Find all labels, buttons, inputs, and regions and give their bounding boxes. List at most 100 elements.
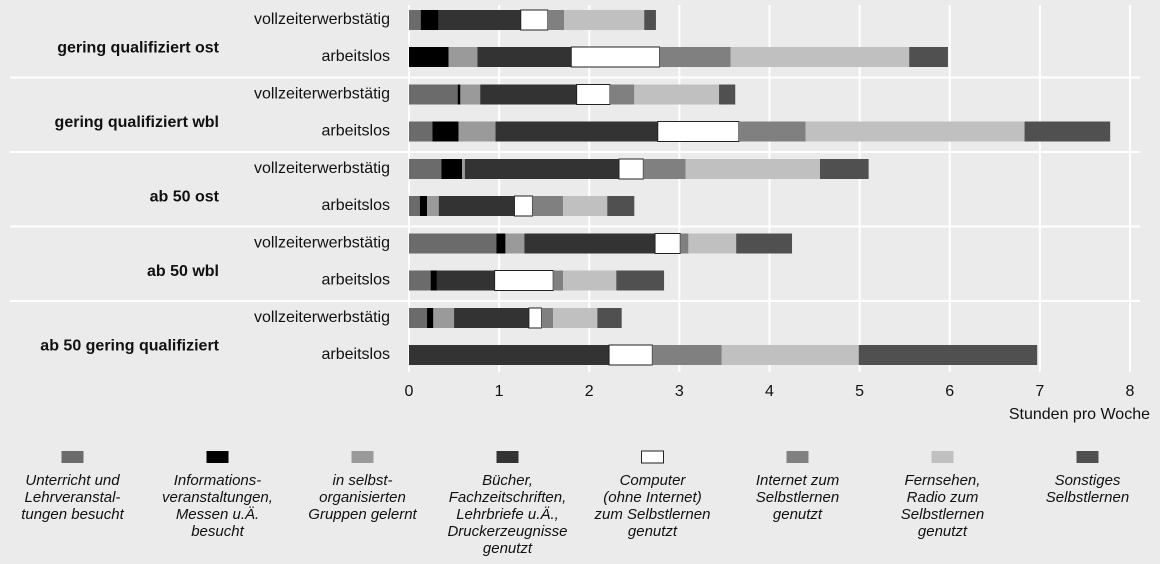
bar-segment	[644, 10, 656, 30]
legend-label: Informations- veranstaltungen, Messen u.…	[162, 472, 273, 540]
bar-segment	[680, 233, 689, 254]
bar-segment	[462, 159, 465, 179]
bar-segment	[576, 84, 611, 105]
x-tick-label: 3	[675, 383, 684, 400]
bar-segment	[409, 47, 449, 67]
bar-segment	[616, 270, 665, 291]
bar-segment	[464, 159, 619, 179]
y-tick-label: arbeitslos	[322, 48, 390, 65]
x-tick-label: 4	[765, 383, 774, 400]
bar-segment	[520, 9, 549, 31]
group-label: gering qualifiziert ost	[57, 40, 219, 57]
bar-segment	[524, 233, 656, 254]
bar-segment	[409, 233, 497, 254]
bar-segment	[609, 84, 635, 105]
bar-segment	[805, 121, 1025, 142]
bar-segment	[563, 196, 608, 216]
bar-segment	[634, 84, 720, 105]
bar-segment	[721, 345, 859, 365]
legend-swatch	[206, 451, 229, 463]
bar-segment	[607, 196, 635, 216]
bar-segment	[659, 47, 731, 67]
bar-segment	[460, 84, 481, 105]
bar-segment	[496, 233, 506, 254]
bar-segment	[433, 308, 455, 328]
bar-segment	[409, 196, 420, 216]
x-tick-label: 8	[1126, 383, 1135, 400]
group-label: ab 50 wbl	[147, 263, 219, 280]
legend-label: Internet zum Selbstlernen genutzt	[755, 472, 840, 523]
bar-segment	[513, 195, 533, 217]
bar-segment	[730, 47, 910, 67]
bar-segment	[494, 270, 554, 291]
group-label: ab 50 ost	[150, 189, 220, 206]
x-tick-label: 6	[945, 383, 954, 400]
bar-segment	[597, 308, 622, 328]
bar-segment	[532, 196, 564, 216]
legend-label: Fernsehen, Radio zum Selbstlernen genutz…	[900, 472, 985, 540]
bar-segment	[819, 159, 869, 179]
bar-segment	[409, 84, 458, 105]
bar-segment	[436, 270, 495, 291]
group-label: gering qualifiziert wbl	[55, 114, 219, 131]
bar-segment	[419, 196, 428, 216]
legend-swatch	[641, 450, 664, 464]
bar-segment	[477, 47, 572, 67]
bar-segment	[685, 159, 820, 179]
x-tick-label: 2	[585, 383, 594, 400]
bar-segment	[608, 344, 653, 366]
y-tick-label: vollzeiterwerbstätig	[254, 11, 390, 28]
legend-swatch	[496, 451, 519, 463]
y-tick-label: vollzeiterwerbstätig	[254, 86, 390, 103]
bar-segment	[420, 10, 439, 30]
bar-segment	[409, 121, 433, 142]
legend-label: Computer (ohne Internet) zum Selbstlerne…	[594, 472, 711, 540]
bar-segment	[441, 159, 463, 179]
bar-segment	[654, 233, 681, 254]
bar-segment	[409, 10, 421, 30]
x-tick-label: 1	[495, 383, 504, 400]
y-tick-label: vollzeiterwerbstätig	[254, 309, 390, 326]
bar-segment	[409, 159, 442, 179]
x-tick-label: 0	[405, 383, 414, 400]
x-axis-label: Stunden pro Woche	[1009, 406, 1150, 423]
bar-segment	[438, 10, 521, 30]
y-tick-label: arbeitslos	[322, 197, 390, 214]
legend-label: Unterricht und Lehrveranstal- tungen bes…	[21, 472, 124, 523]
y-tick-label: arbeitslos	[322, 346, 390, 363]
bar-segment	[505, 233, 525, 254]
bar-segment	[427, 308, 434, 328]
x-tick-label: 7	[1035, 383, 1044, 400]
legend-swatch	[1076, 451, 1099, 463]
bar-segment	[480, 84, 577, 105]
bar-segment	[909, 47, 948, 67]
bar-segment	[454, 308, 529, 328]
bar-segment	[688, 233, 737, 254]
bar-segment	[427, 196, 439, 216]
bar-segment	[553, 308, 598, 328]
bar-segment	[409, 345, 610, 365]
bar-segment	[618, 158, 644, 180]
bar-segment	[438, 196, 515, 216]
bar-segment	[553, 270, 564, 291]
bar-segment	[432, 121, 459, 142]
y-tick-label: arbeitslos	[322, 272, 390, 289]
bar-segment	[570, 46, 661, 68]
bar-segment	[448, 47, 478, 67]
group-label: ab 50 gering qualifiziert	[40, 338, 219, 355]
legend-swatch	[931, 451, 954, 463]
bar-segment	[736, 233, 793, 254]
bar-segment	[409, 270, 431, 291]
legend-label: in selbst- organisierten Gruppen gelernt	[308, 472, 417, 523]
bar-segment	[1024, 121, 1111, 142]
bar-segment	[409, 308, 428, 328]
bar-segment	[564, 10, 645, 30]
bar-segment	[858, 345, 1038, 365]
bar-segment	[430, 270, 437, 291]
bar-segment	[541, 308, 554, 328]
legend-swatch	[786, 451, 809, 463]
y-tick-label: vollzeiterwerbstätig	[254, 160, 390, 177]
bar-segment	[495, 121, 658, 142]
